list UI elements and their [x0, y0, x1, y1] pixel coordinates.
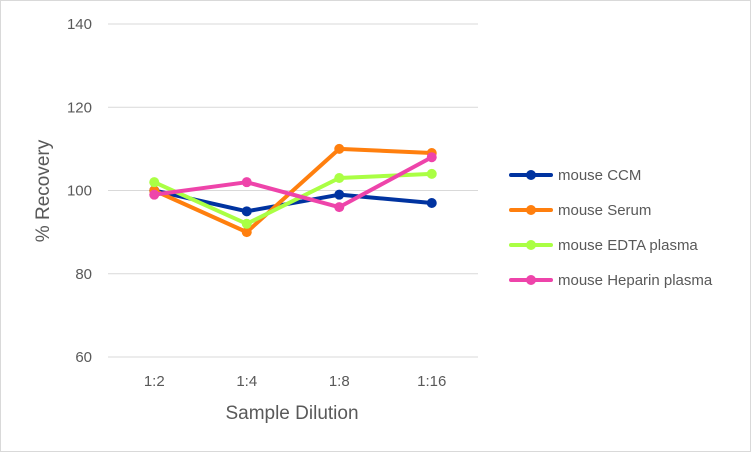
- data-point: [241, 206, 252, 217]
- data-point: [334, 143, 345, 154]
- data-point: [241, 177, 252, 188]
- y-axis-ticks: 60 80 100 120 140: [67, 16, 92, 366]
- data-point: [426, 197, 437, 208]
- data-point: [241, 227, 252, 238]
- legend-item: mouse EDTA plasma: [509, 237, 698, 254]
- x-tick-label: 1:8: [329, 373, 350, 390]
- data-point: [334, 189, 345, 200]
- legend-item: mouse CCM: [509, 167, 641, 184]
- x-tick-label: 1:16: [417, 373, 446, 390]
- y-axis-title: % Recovery: [33, 139, 54, 242]
- y-tick-label: 60: [75, 349, 92, 366]
- data-point: [149, 189, 160, 200]
- data-point: [334, 202, 345, 213]
- y-tick-label: 140: [67, 16, 92, 33]
- legend: mouse CCM mouse Serum mouse EDTA plasma mou…: [509, 167, 713, 289]
- legend-label: mouse EDTA plasma: [558, 237, 698, 254]
- series-mouse-edta-plasma: [149, 168, 437, 229]
- legend-item: mouse Serum: [509, 202, 651, 219]
- series-line: [152, 171, 434, 226]
- y-tick-label: 100: [67, 183, 92, 200]
- series-lines: [149, 143, 437, 238]
- series-line: [152, 146, 434, 235]
- legend-marker: [526, 240, 536, 250]
- x-tick-label: 1:4: [236, 373, 257, 390]
- data-point: [426, 152, 437, 163]
- legend-item: mouse Heparin plasma: [509, 272, 713, 289]
- legend-marker: [526, 275, 536, 285]
- legend-marker: [526, 170, 536, 180]
- series-mouse-heparin-plasma: [149, 152, 437, 213]
- data-point: [334, 173, 345, 184]
- legend-marker: [526, 205, 536, 215]
- data-point: [149, 177, 160, 188]
- y-tick-label: 120: [67, 99, 92, 116]
- legend-label: mouse Serum: [558, 202, 651, 219]
- x-tick-label: 1:2: [144, 373, 165, 390]
- data-point: [426, 168, 437, 179]
- data-point: [241, 218, 252, 229]
- legend-label: mouse CCM: [558, 167, 641, 184]
- legend-label: mouse Heparin plasma: [558, 272, 713, 289]
- series-line: [152, 155, 434, 210]
- x-axis-title: Sample Dilution: [225, 403, 358, 424]
- x-axis-ticks: 1:2 1:4 1:8 1:16: [144, 373, 447, 390]
- y-tick-label: 80: [75, 266, 92, 283]
